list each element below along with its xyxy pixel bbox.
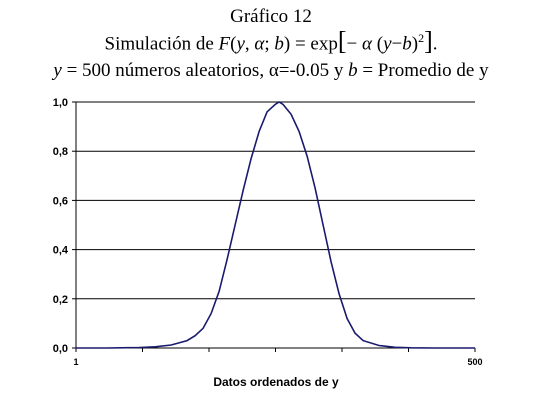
formula-open-paren: ( xyxy=(230,33,237,55)
x-tick-labels: 1 500 xyxy=(73,357,482,367)
grid-lines xyxy=(76,101,475,300)
formula-semicolon: ; xyxy=(264,33,275,55)
y-tick-label: 0,2 xyxy=(53,294,68,306)
y-tick-label: 0,4 xyxy=(53,245,69,257)
formula-arg-b: b xyxy=(274,33,284,55)
formula-func: F xyxy=(218,33,231,55)
y-tick-labels: 0,0 0,2 0,4 0,6 0,8 1,0 xyxy=(53,97,69,355)
formula-right-bracket: ] xyxy=(424,26,433,56)
subtitle-b-var: b xyxy=(348,60,358,81)
formula-paren2-close: ) xyxy=(411,33,419,55)
formula-minus: − xyxy=(346,33,363,55)
formula-close-paren: ) xyxy=(283,33,291,55)
chart-title: Gráfico 12 xyxy=(0,6,542,28)
chart-title-text: Gráfico 12 xyxy=(230,6,312,27)
formula-paren2-open: ( xyxy=(372,33,384,55)
formula-b2: b xyxy=(402,33,412,55)
x-tick-label: 1 xyxy=(73,357,78,367)
formula-alpha2: α xyxy=(362,33,372,55)
y-tick-label: 1,0 xyxy=(53,97,68,109)
formula-period: . xyxy=(432,33,438,55)
formula-square: 2 xyxy=(418,31,425,45)
x-tick-label: 500 xyxy=(467,357,482,367)
x-axis-label: Datos ordenados de y xyxy=(213,375,339,389)
y-tick-label: 0,8 xyxy=(53,146,68,158)
formula-arg-y: y xyxy=(236,33,245,55)
y-tick-label: 0,0 xyxy=(53,343,68,355)
chart-subtitle: y = 500 números aleatorios, α=-0.05 y b … xyxy=(0,60,542,82)
formula-y2: y xyxy=(383,33,392,55)
series-line xyxy=(76,101,475,349)
formula-minus2: − xyxy=(391,33,403,55)
chart-formula: Simulación de F(y, α; b) = exp[− α (y−b)… xyxy=(0,28,542,55)
formula-arg-alpha: α xyxy=(254,33,265,55)
subtitle-y-var: y xyxy=(53,60,62,81)
formula-prefix: Simulación de xyxy=(104,33,214,55)
y-tick-label: 0,6 xyxy=(53,195,68,207)
formula-equals-exp: = exp xyxy=(290,33,338,55)
subtitle-part2: = Promedio de y xyxy=(357,60,489,81)
formula-left-bracket: [ xyxy=(337,26,347,56)
subtitle-part1: = 500 números aleatorios, α=-0.05 y xyxy=(61,60,349,81)
axes xyxy=(72,101,476,352)
formula-comma: , xyxy=(244,33,255,55)
